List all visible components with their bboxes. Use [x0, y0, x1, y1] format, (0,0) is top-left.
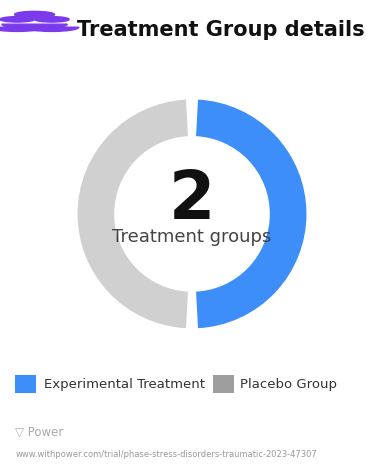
- Text: Placebo Group: Placebo Group: [240, 378, 337, 391]
- Text: Treatment Group details: Treatment Group details: [77, 20, 364, 40]
- FancyBboxPatch shape: [15, 375, 36, 393]
- Text: Treatment groups: Treatment groups: [112, 228, 272, 246]
- Text: ▽ Power: ▽ Power: [15, 425, 64, 438]
- Text: Experimental Treatment: Experimental Treatment: [44, 378, 205, 391]
- FancyBboxPatch shape: [213, 375, 234, 393]
- Wedge shape: [78, 100, 188, 328]
- Text: www.withpower.com/trial/phase-stress-disorders-traumatic-2023-47307: www.withpower.com/trial/phase-stress-dis…: [15, 450, 317, 459]
- Wedge shape: [0, 27, 44, 32]
- Circle shape: [0, 17, 35, 22]
- Circle shape: [15, 11, 55, 18]
- Wedge shape: [25, 27, 79, 32]
- Text: 2: 2: [169, 167, 215, 233]
- Wedge shape: [196, 100, 306, 328]
- Circle shape: [35, 17, 69, 22]
- Wedge shape: [2, 24, 67, 29]
